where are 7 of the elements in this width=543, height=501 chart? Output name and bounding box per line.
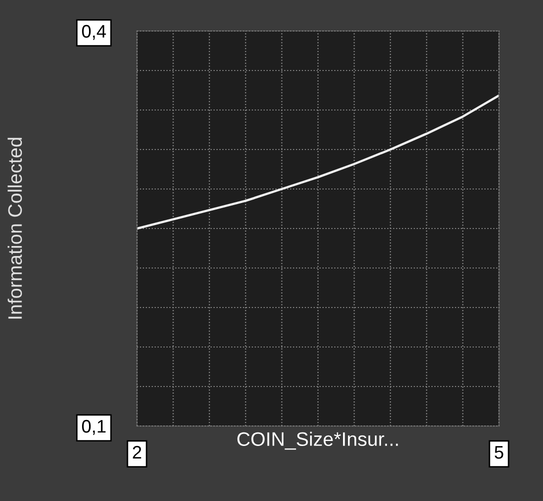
x-axis-title: COIN_Size*Insur... — [237, 432, 398, 450]
y-axis-title: Information Collected — [8, 138, 22, 319]
x-tick-label: 2 — [132, 446, 142, 459]
line-series — [137, 94, 499, 230]
y-tick-label: 0,1 — [82, 420, 106, 435]
x-tick-label: 5 — [494, 446, 504, 459]
y-tick-label: 0,4 — [82, 24, 106, 40]
